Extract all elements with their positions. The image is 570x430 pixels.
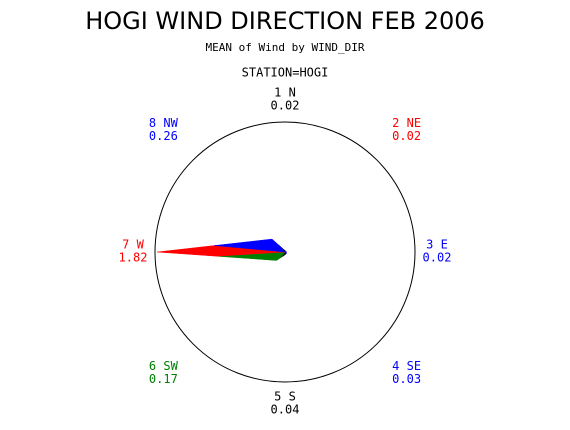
value-label: 0.04 [271,403,300,417]
direction-label: 7 W [122,238,144,252]
direction-label: 6 SW [149,359,179,373]
value-label: 0.02 [271,99,300,113]
direction-label: 8 NW [149,116,179,130]
direction-label: 3 E [426,238,448,252]
direction-label: 2 NE [392,116,421,130]
chart-subtitle: MEAN of Wind by WIND_DIR [206,41,365,54]
value-label: 0.02 [392,129,421,143]
value-label: 0.17 [149,372,178,386]
frame-circle [154,121,416,383]
value-label: 0.03 [392,372,421,386]
station-label: STATION=HOGI [242,66,329,80]
chart-title: HOGI WIND DIRECTION FEB 2006 [85,7,485,35]
value-label: 0.26 [149,129,178,143]
direction-label: 4 SE [392,359,421,373]
direction-label: 1 N [274,86,296,100]
direction-label: 5 S [274,390,296,404]
value-label: 0.02 [423,251,452,265]
value-label: 1.82 [119,251,148,265]
star-slice [214,238,286,253]
